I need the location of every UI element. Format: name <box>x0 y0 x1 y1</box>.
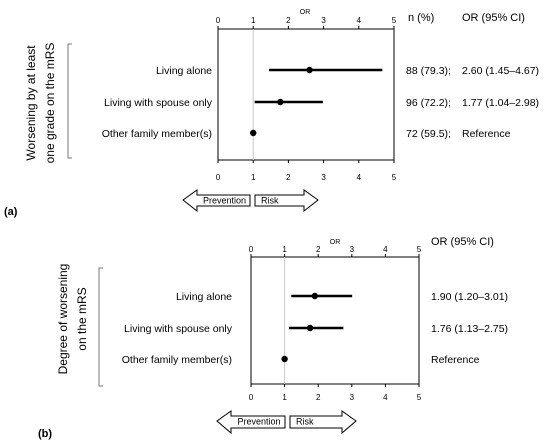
panel-b-top-tick-label: 0 <box>249 245 254 254</box>
panel-b-y-axis-label: Degree of worsening <box>56 264 70 375</box>
panel-a-y-axis-label: Worsening by at least <box>24 45 38 161</box>
panel-a-top-tick-label: 5 <box>392 16 397 25</box>
panel-b-or-ci-text: Reference <box>431 354 480 366</box>
panel-b-bracket <box>98 267 103 387</box>
panel-a-bottom-tick-label: 2 <box>286 173 291 182</box>
panel-b-bottom-tick-label: 4 <box>383 393 388 402</box>
panel-b-prevention-arrow <box>216 410 286 435</box>
panel-a-bottom-tick-label: 1 <box>251 173 256 182</box>
panel-a-bottom-tick-label: 5 <box>392 173 397 182</box>
panel-b-panel-label: (b) <box>38 428 52 440</box>
panel-a-row-label: Living with spouse only <box>104 97 213 109</box>
panel-a-or-ci-text: Reference <box>462 128 511 140</box>
panel-a-or-point <box>306 66 313 74</box>
panel-b-bottom-tick-label: 1 <box>282 393 287 402</box>
panel-b-axis-title: OR <box>330 239 341 246</box>
panel-a-top-tick-label: 4 <box>357 16 362 25</box>
panel-b-top-tick-label: 5 <box>417 245 422 254</box>
panel-b-or-point <box>306 324 314 332</box>
panel-a-axis-title: OR <box>300 9 311 16</box>
panel-b-bottom-tick-label: 0 <box>249 393 254 402</box>
panel-b-bottom-tick-label: 2 <box>316 393 321 402</box>
panel-a-n-percent: 96 (72.2); <box>406 97 451 109</box>
panel-a-bottom-tick-label: 3 <box>321 173 326 182</box>
panel-b-row-label: Living alone <box>176 291 232 303</box>
panel-b-top-tick-label: 2 <box>316 245 321 254</box>
panel-b-top-tick-label: 3 <box>350 245 355 254</box>
panel-a-or-point <box>277 98 284 106</box>
panel-a-or-point <box>250 129 257 137</box>
panel-b-bottom-tick-label: 3 <box>350 393 355 402</box>
panel-b-or-ci-text: 1.90 (1.20–3.01) <box>431 291 508 303</box>
panel-b-bottom-tick-label: 5 <box>417 393 422 402</box>
panel-a-prevention-label: Prevention <box>203 196 246 206</box>
panel-a-y-axis-label: one grade on the mRS <box>43 43 57 164</box>
panel-b-row-label: Other family member(s) <box>122 354 232 366</box>
panel-b-plot-frame <box>250 256 420 385</box>
panel-a-plot-frame <box>217 28 395 161</box>
panel-a-n-percent: 72 (59.5); <box>406 128 451 140</box>
panel-b-column-header: OR (95% CI) <box>431 236 494 248</box>
panel-a-column-header: OR (95% CI) <box>462 12 525 24</box>
panel-b-y-axis-label: on the mRS <box>75 287 89 350</box>
panel-b-risk-arrow <box>289 410 357 435</box>
panel-a-column-header: n (%) <box>408 12 434 24</box>
panel-a-panel-label: (a) <box>4 206 18 218</box>
panel-a-top-tick-label: 3 <box>321 16 326 25</box>
panel-a-top-tick-label: 0 <box>216 16 221 25</box>
panel-b-or-ci-text: 1.76 (1.13–2.75) <box>431 323 508 335</box>
panel-b-or-point <box>311 292 319 300</box>
panel-a-top-tick-label: 1 <box>251 16 256 25</box>
panel-a-risk-label: Risk <box>261 196 279 206</box>
panel-a-n-percent: 88 (79.3); <box>406 65 451 77</box>
panel-b-or-point <box>281 355 288 363</box>
panel-a-bracket <box>67 43 72 159</box>
panel-a-prevention-arrow <box>182 189 251 213</box>
panel-a-bottom-tick-label: 4 <box>357 173 362 182</box>
panel-a-row-label: Other family member(s) <box>102 128 212 140</box>
panel-a-or-ci-text: 1.77 (1.04–2.98) <box>462 97 539 109</box>
panel-b-top-tick-label: 1 <box>282 245 287 254</box>
panel-a-or-ci-text: 2.60 (1.45–4.67) <box>462 65 539 77</box>
panel-b-row-label: Living with spouse only <box>124 323 233 335</box>
panel-a-bottom-tick-label: 0 <box>216 173 221 182</box>
panel-a-row-label: Living alone <box>156 65 212 77</box>
panel-b-risk-label: Risk <box>296 417 314 427</box>
panel-b-prevention-label: Prevention <box>237 417 280 427</box>
panel-a-risk-arrow <box>254 189 319 213</box>
panel-a-top-tick-label: 2 <box>286 16 291 25</box>
panel-b-top-tick-label: 4 <box>383 245 388 254</box>
